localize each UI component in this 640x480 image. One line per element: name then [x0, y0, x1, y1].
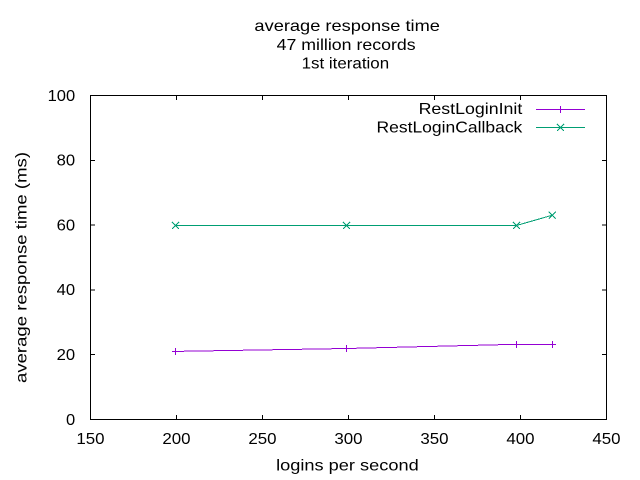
svg-text:40: 40 — [57, 282, 76, 299]
svg-text:450: 450 — [592, 431, 620, 448]
svg-text:100: 100 — [48, 88, 76, 105]
svg-text:47 million records: 47 million records — [277, 37, 416, 54]
svg-text:average response time (ms): average response time (ms) — [14, 152, 31, 383]
svg-text:RestLoginInit: RestLoginInit — [419, 101, 523, 118]
svg-text:logins per second: logins per second — [276, 457, 419, 474]
svg-text:150: 150 — [76, 431, 104, 448]
svg-text:RestLoginCallback: RestLoginCallback — [377, 120, 524, 137]
svg-text:400: 400 — [506, 431, 534, 448]
svg-text:0: 0 — [66, 412, 75, 429]
svg-text:350: 350 — [420, 431, 448, 448]
svg-text:1st iteration: 1st iteration — [302, 56, 390, 73]
svg-text:300: 300 — [334, 431, 362, 448]
svg-text:60: 60 — [57, 217, 76, 234]
svg-text:250: 250 — [248, 431, 276, 448]
svg-text:20: 20 — [57, 347, 76, 364]
svg-text:average response time: average response time — [254, 18, 440, 35]
svg-text:80: 80 — [57, 153, 76, 170]
svg-text:200: 200 — [162, 431, 190, 448]
